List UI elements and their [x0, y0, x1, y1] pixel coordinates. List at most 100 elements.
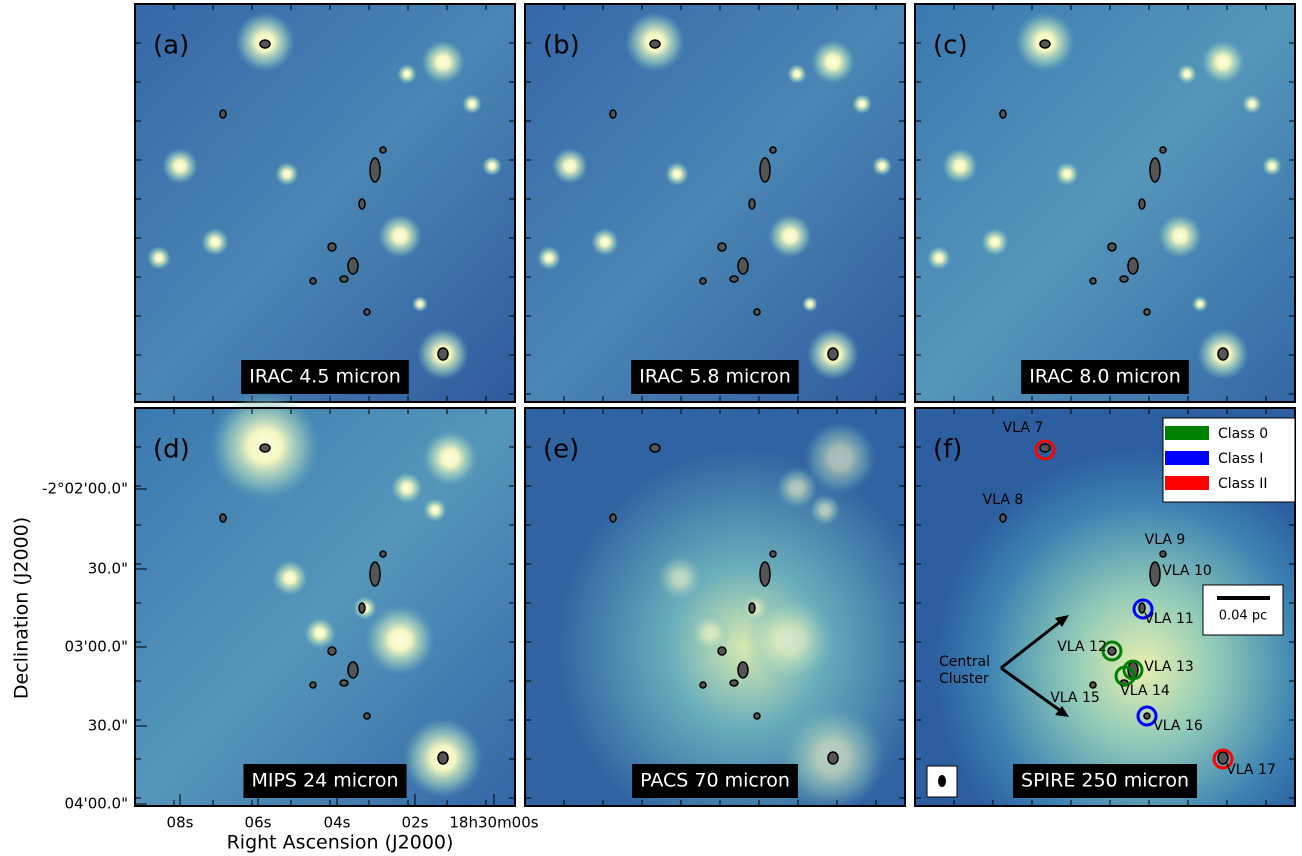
- source-glow: [552, 148, 588, 184]
- contour: [1107, 242, 1117, 252]
- class-marker: [1212, 748, 1234, 770]
- source-glow: [537, 246, 561, 270]
- band-label: MIPS 24 micron: [251, 770, 398, 792]
- source-glow: [378, 214, 422, 258]
- band-label-box: [1013, 764, 1197, 798]
- contour: [1159, 146, 1167, 154]
- panel: (d) MIPS 24 micron: [134, 391, 516, 807]
- contour: [259, 443, 271, 453]
- legend-label: Class I: [1218, 451, 1263, 467]
- panel-f-overlay: Class 0 Class I Class II VLA 7 VLA 8 VLA 9 VLA…: [926, 417, 1296, 798]
- contour: [1217, 347, 1229, 361]
- legend-swatch: [1165, 426, 1209, 440]
- band-label-box: [1021, 360, 1189, 394]
- x-axis-label: Right Ascension (J2000): [227, 832, 454, 854]
- source-glow: [768, 214, 812, 258]
- source-label: VLA 8: [983, 492, 1024, 508]
- contour: [1159, 550, 1167, 558]
- annotation: Cluster: [939, 671, 989, 687]
- band-label: IRAC 4.5 micron: [249, 366, 401, 388]
- contour: [347, 661, 359, 679]
- source-glow: [689, 612, 731, 654]
- legend-label: Class 0: [1218, 426, 1268, 442]
- contour: [363, 712, 371, 720]
- source-glow: [1201, 40, 1245, 84]
- contour: [1089, 277, 1097, 285]
- contour: [339, 275, 349, 283]
- contour: [699, 277, 707, 285]
- source-label: VLA 10: [1162, 563, 1212, 579]
- source-glow: [591, 228, 619, 256]
- scale-bar-label: 0.04 pc: [1219, 609, 1267, 624]
- contour: [827, 347, 839, 361]
- source-label: VLA 9: [1145, 532, 1186, 548]
- source-glow: [981, 228, 1009, 256]
- contour: [1143, 308, 1151, 316]
- panel-letter: (e): [543, 435, 579, 465]
- panel-letter: (b): [543, 31, 580, 61]
- legend-swatch: [1165, 451, 1209, 465]
- panel: (b) IRAC 5.8 micron: [524, 3, 906, 403]
- x-tick-label: 02s: [402, 814, 429, 832]
- contour: [437, 347, 449, 361]
- legend-swatch: [1165, 476, 1209, 490]
- source-glow: [421, 40, 465, 84]
- contour: [753, 308, 761, 316]
- source-glow: [423, 498, 447, 522]
- contour: [1119, 275, 1129, 283]
- source-glow: [776, 467, 818, 509]
- class-marker: [1132, 598, 1154, 620]
- source-glow: [942, 148, 978, 184]
- y-tick-label: 03'00.0": [64, 638, 128, 656]
- contour: [327, 242, 337, 252]
- source-glow: [1177, 64, 1197, 84]
- band-label-box: [632, 764, 798, 798]
- source-glow: [482, 156, 502, 176]
- source-label: VLA 11: [1144, 611, 1194, 627]
- source-label: VLA 16: [1153, 718, 1203, 734]
- source-glow: [1242, 94, 1262, 114]
- source-glow: [275, 162, 299, 186]
- panel-letter: (c): [933, 31, 968, 61]
- class-marker: [1114, 665, 1136, 687]
- contour: [717, 646, 727, 656]
- source-label: VLA 7: [1003, 420, 1044, 436]
- panel: (f) SPIRE 250 micron: [914, 407, 1296, 807]
- x-tick-label: 18h30m00s: [449, 814, 538, 832]
- x-tick-label: 08s: [167, 814, 194, 832]
- source-glow: [365, 605, 435, 675]
- contour: [1089, 681, 1097, 689]
- band-label: SPIRE 250 micron: [1021, 770, 1189, 792]
- source-glow: [391, 472, 423, 504]
- source-glow: [162, 148, 198, 184]
- source-glow: [927, 246, 951, 270]
- beam: [938, 775, 946, 787]
- contour: [259, 39, 271, 49]
- band-label: IRAC 5.8 micron: [639, 366, 791, 388]
- contour: [1138, 602, 1146, 614]
- source-glow: [803, 421, 877, 495]
- contour: [363, 308, 371, 316]
- band-label-box: [243, 764, 407, 798]
- contour: [699, 681, 707, 689]
- contour: [729, 679, 739, 687]
- contour: [347, 257, 359, 275]
- source-glow: [802, 296, 818, 312]
- source-glow: [397, 64, 417, 84]
- y-tick-label: 30.0": [88, 717, 128, 735]
- contour: [379, 550, 387, 558]
- frame: [524, 3, 906, 403]
- contour: [219, 513, 227, 523]
- frame: [914, 407, 1296, 807]
- contour: [1217, 751, 1229, 765]
- class-marker: [1101, 640, 1123, 662]
- panel-letter: (a): [153, 31, 189, 61]
- contour: [748, 198, 756, 210]
- source-glow: [656, 554, 704, 602]
- contour: [729, 275, 739, 283]
- source-glow: [1055, 162, 1079, 186]
- contour: [339, 679, 349, 687]
- panel: (e) PACS 70 micron: [524, 407, 906, 810]
- contour: [1039, 443, 1051, 453]
- source-glow: [272, 560, 308, 596]
